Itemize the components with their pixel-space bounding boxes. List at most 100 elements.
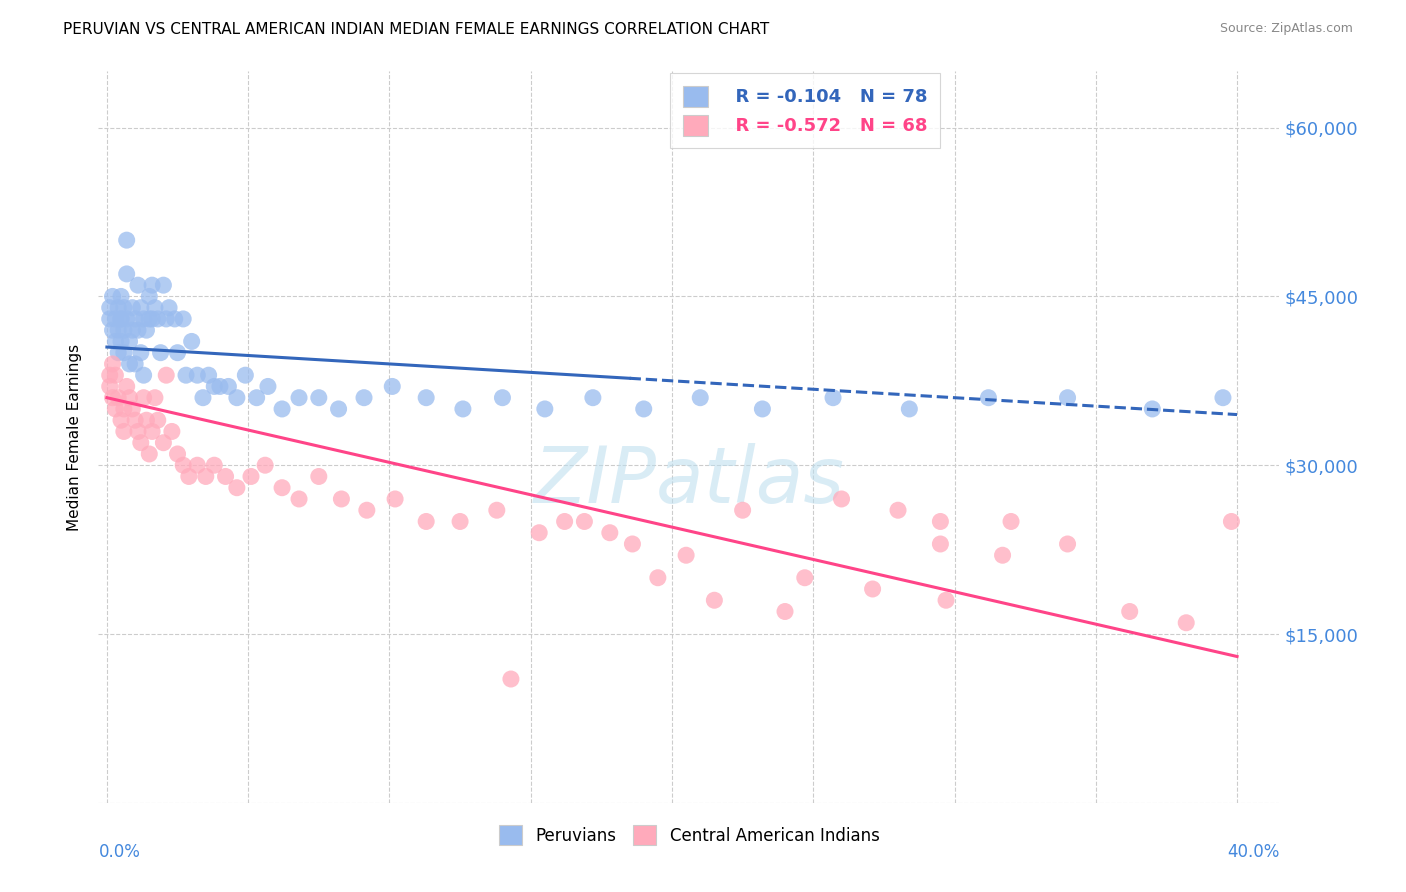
Point (194, 469, 217, 483)
Point (534, 401, 557, 416)
Point (582, 391, 605, 405)
Point (157, 301, 180, 315)
Point (1056, 391, 1078, 405)
Point (202, 458, 225, 473)
Point (152, 435, 174, 450)
Text: PERUVIAN VS CENTRAL AMERICAN INDIAN MEDIAN FEMALE EARNINGS CORRELATION CHART: PERUVIAN VS CENTRAL AMERICAN INDIAN MEDI… (63, 22, 769, 37)
Point (499, 672, 522, 686)
Point (112, 301, 135, 315)
Text: Source: ZipAtlas.com: Source: ZipAtlas.com (1219, 22, 1353, 36)
Point (107, 345, 129, 359)
Text: 40.0%: 40.0% (1227, 843, 1279, 861)
Point (328, 401, 350, 416)
Point (143, 391, 166, 405)
Point (1056, 537, 1078, 551)
Point (751, 401, 773, 416)
Point (308, 391, 330, 405)
Point (115, 312, 138, 326)
Point (129, 345, 152, 359)
Point (217, 379, 239, 393)
Point (138, 289, 160, 303)
Point (233, 368, 256, 383)
Point (172, 458, 194, 473)
Point (449, 515, 471, 529)
Point (124, 413, 146, 427)
Point (191, 391, 214, 405)
Point (98, 379, 121, 393)
Point (208, 379, 231, 393)
Point (118, 391, 141, 405)
Point (155, 368, 177, 383)
Point (887, 503, 910, 517)
Point (166, 447, 188, 461)
Point (1212, 391, 1234, 405)
Point (112, 425, 135, 439)
Point (288, 491, 311, 506)
Point (101, 289, 124, 303)
Point (101, 323, 124, 337)
Point (271, 481, 294, 495)
Point (141, 312, 163, 326)
Point (104, 401, 127, 416)
Point (485, 503, 508, 517)
Point (288, 391, 311, 405)
Point (773, 605, 796, 619)
Point (451, 401, 474, 416)
Point (384, 491, 406, 506)
Point (186, 368, 208, 383)
Point (929, 515, 952, 529)
Point (127, 425, 149, 439)
Point (163, 312, 186, 326)
Point (132, 391, 155, 405)
Point (527, 525, 550, 540)
Point (174, 368, 197, 383)
Point (381, 379, 404, 393)
Point (107, 391, 129, 405)
Point (1220, 515, 1243, 529)
Point (141, 278, 163, 293)
Point (127, 278, 149, 293)
Point (124, 312, 146, 326)
Text: 0.0%: 0.0% (98, 843, 141, 861)
Point (246, 391, 269, 405)
Point (112, 345, 135, 359)
Point (110, 289, 132, 303)
Point (647, 571, 669, 585)
Point (121, 401, 143, 416)
Point (118, 357, 141, 371)
Point (110, 334, 132, 349)
Point (129, 435, 152, 450)
Point (257, 379, 280, 393)
Point (110, 312, 132, 326)
Point (675, 548, 697, 562)
Point (124, 357, 146, 371)
Point (143, 301, 166, 315)
Point (308, 469, 330, 483)
Point (1142, 401, 1164, 416)
Point (146, 413, 169, 427)
Point (356, 503, 378, 517)
Point (132, 368, 155, 383)
Point (115, 267, 138, 281)
Point (225, 391, 247, 405)
Point (129, 301, 152, 315)
Point (214, 469, 236, 483)
Point (731, 503, 754, 517)
Point (554, 515, 576, 529)
Point (186, 458, 208, 473)
Point (225, 481, 247, 495)
Point (166, 345, 188, 359)
Point (1118, 605, 1140, 619)
Point (132, 312, 155, 326)
Point (821, 391, 844, 405)
Point (1000, 515, 1022, 529)
Point (599, 525, 621, 540)
Point (110, 312, 132, 326)
Point (107, 301, 129, 315)
Point (689, 391, 711, 405)
Point (415, 391, 437, 405)
Point (177, 469, 200, 483)
Point (101, 391, 124, 405)
Point (160, 425, 183, 439)
Point (115, 379, 138, 393)
